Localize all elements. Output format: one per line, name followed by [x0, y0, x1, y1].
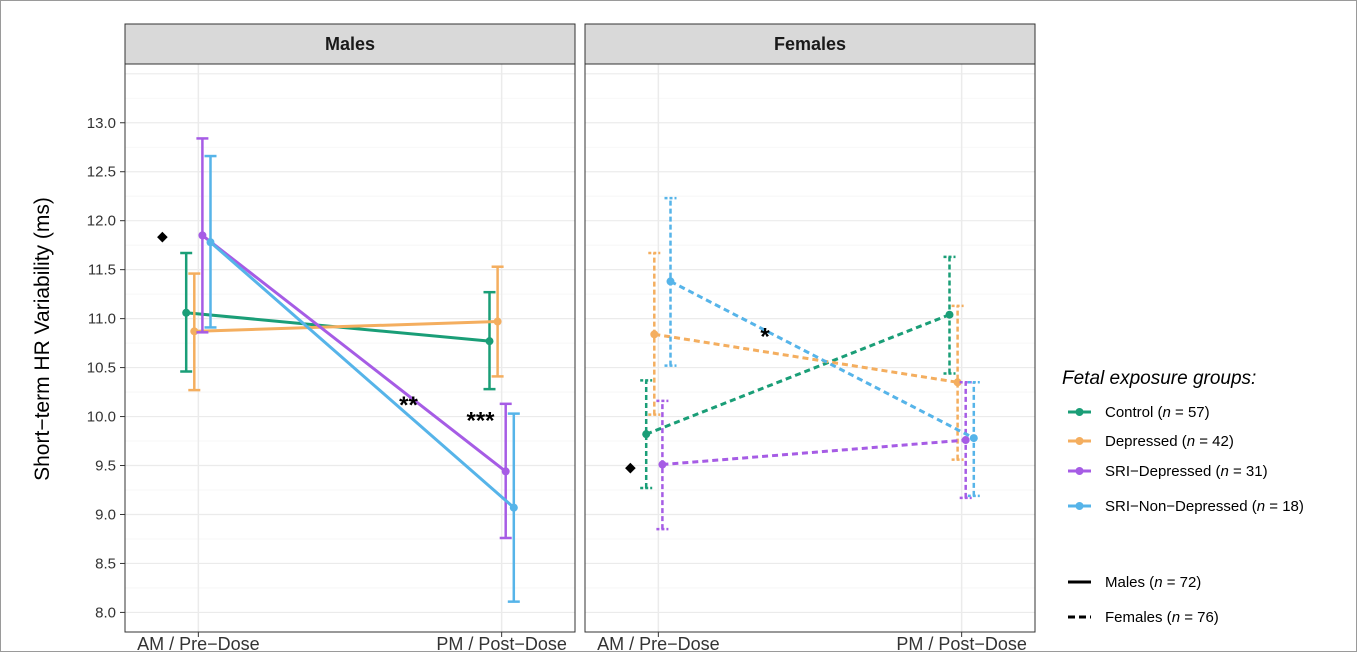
- series-line: [669, 280, 975, 440]
- data-point: [190, 327, 199, 336]
- y-tick-label: 12.5: [87, 164, 116, 181]
- panel-border: [124, 63, 576, 633]
- legend-title: Fetal exposure groups:: [1062, 368, 1256, 389]
- legend-swatch-point: [1075, 408, 1084, 416]
- significance-marker: *: [760, 323, 770, 350]
- series-line: [645, 313, 951, 436]
- data-point: [953, 378, 962, 387]
- data-point: [485, 337, 494, 346]
- series-line: [662, 438, 966, 467]
- x-tick-label: AM / Pre−Dose: [137, 634, 260, 652]
- data-point: [509, 503, 518, 512]
- series-line: [209, 241, 515, 509]
- legend-label: Females (n = 76): [1105, 609, 1219, 626]
- series-depressed: [648, 251, 964, 461]
- legend-label: Males (n = 72): [1105, 574, 1201, 591]
- facet-title: Females: [774, 34, 846, 54]
- legend-label: Control (n = 57): [1105, 404, 1210, 421]
- panel-border: [584, 63, 1036, 633]
- facet-strip: [124, 23, 576, 65]
- data-point: [493, 317, 502, 326]
- legend-item-control: Control (n = 57): [1068, 404, 1210, 421]
- data-point: [666, 277, 675, 286]
- panel-background: [585, 64, 1035, 632]
- legend-item-depressed: Depressed (n = 42): [1068, 433, 1234, 450]
- series-line: [194, 320, 498, 333]
- legend-swatch-point: [1075, 467, 1084, 475]
- series-line: [654, 332, 958, 384]
- legend-label: SRI−Non−Depressed (n = 18): [1105, 498, 1304, 515]
- y-tick-label: 12.0: [87, 213, 116, 230]
- legend: Fetal exposure groups: Control (n = 57) De…: [1062, 368, 1304, 626]
- series-sri-depressed: [656, 381, 972, 531]
- panel-background: [125, 64, 575, 632]
- y-tick-label: 11.0: [88, 311, 116, 328]
- data-point: [969, 434, 978, 443]
- facet-females: Females ◆ * AM / Pre−Dose PM / Post−Dose: [584, 23, 1036, 652]
- data-point: [198, 231, 207, 240]
- data-point: [206, 238, 215, 247]
- significance-marker: ***: [466, 408, 495, 435]
- series-sri-non-depressed: [664, 196, 980, 498]
- data-point: [501, 467, 510, 476]
- data-point: [182, 308, 191, 317]
- y-tick-label: 8.5: [95, 555, 116, 572]
- y-tick-label: 9.0: [95, 506, 116, 523]
- diamond-marker: ◆: [156, 228, 168, 243]
- y-tick-label: 9.5: [95, 458, 116, 475]
- legend-swatch-point: [1075, 437, 1084, 445]
- y-tick-label: 10.5: [87, 360, 116, 377]
- facet-males: Males◆*****AM / Pre−Dose PM / Post−Dose: [124, 23, 576, 652]
- y-axis: 8.0 8.5 9.0 9.5 10.0 10.5 11.0 11.5 12.0 12.5 13.0: [87, 115, 125, 621]
- data-point: [945, 310, 954, 319]
- series-control: [640, 255, 956, 490]
- facet-panels: Males◆*****AM / Pre−Dose PM / Post−DoseFe…: [124, 23, 1036, 652]
- x-tick-label: PM / Post−Dose: [436, 634, 567, 652]
- series-line: [201, 234, 507, 473]
- facet-title: Males: [325, 34, 375, 54]
- data-point: [642, 430, 651, 439]
- data-point: [658, 460, 667, 469]
- data-point: [961, 436, 970, 445]
- y-tick-label: 10.0: [87, 409, 116, 426]
- data-point: [650, 330, 659, 339]
- legend-item-sri-depressed: SRI−Depressed (n = 31): [1068, 463, 1268, 480]
- x-tick-label: PM / Post−Dose: [896, 634, 1027, 652]
- diamond-marker: ◆: [624, 459, 636, 474]
- y-tick-label: 11.5: [88, 262, 116, 279]
- legend-label: SRI−Depressed (n = 31): [1105, 463, 1268, 480]
- facet-strip: [584, 23, 1036, 65]
- legend-item-males: Males (n = 72): [1068, 574, 1201, 591]
- legend-swatch-point: [1075, 502, 1084, 510]
- legend-item-females: Females (n = 76): [1068, 609, 1219, 626]
- legend-label: Depressed (n = 42): [1105, 433, 1234, 450]
- significance-marker: **: [399, 392, 418, 419]
- y-axis-label: Short−term HR Variability (ms): [31, 197, 54, 481]
- series-sri-depressed: [196, 137, 512, 540]
- y-tick-label: 13.0: [87, 115, 116, 132]
- x-tick-label: AM / Pre−Dose: [597, 634, 720, 652]
- series-depressed: [188, 265, 504, 392]
- y-tick-label: 8.0: [95, 604, 116, 621]
- series-sri-non-depressed: [204, 154, 520, 603]
- legend-item-sri-non-depressed: SRI−Non−Depressed (n = 18): [1068, 498, 1304, 515]
